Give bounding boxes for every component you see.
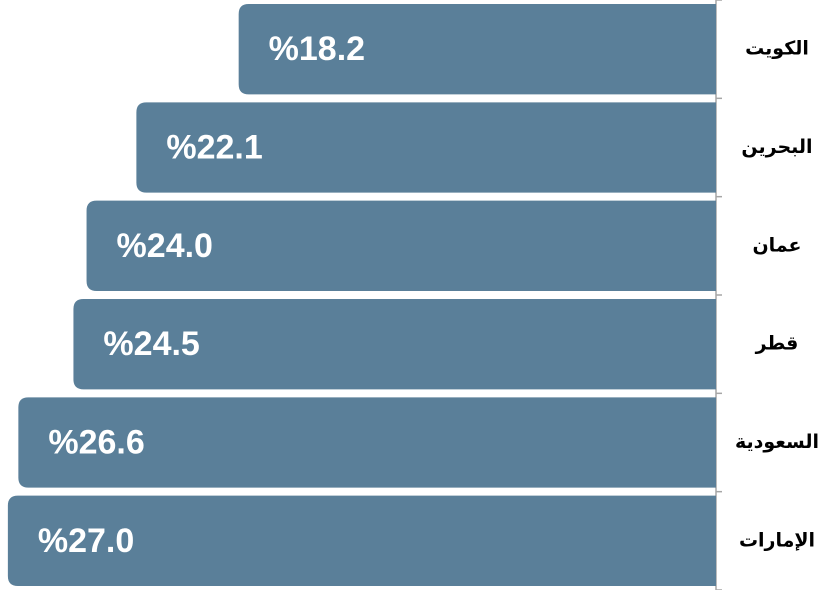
bar <box>86 200 717 291</box>
value-label: %18.2 <box>269 30 365 68</box>
bar <box>238 4 716 95</box>
bar <box>73 299 716 390</box>
bar <box>18 397 717 488</box>
category-label: البحرين <box>741 136 812 158</box>
bar <box>136 102 716 193</box>
category-label: عمان <box>752 234 801 256</box>
category-label: قطر <box>755 333 799 355</box>
category-label: الكويت <box>745 38 809 60</box>
category-label: الإمارات <box>739 529 815 551</box>
value-label: %24.5 <box>103 325 199 363</box>
value-label: %22.1 <box>166 128 262 166</box>
value-label: %24.0 <box>117 227 213 265</box>
value-label: %26.6 <box>48 423 144 461</box>
bar <box>7 495 717 586</box>
value-label: %27.0 <box>38 522 134 560</box>
category-label: السعودية <box>735 431 819 453</box>
